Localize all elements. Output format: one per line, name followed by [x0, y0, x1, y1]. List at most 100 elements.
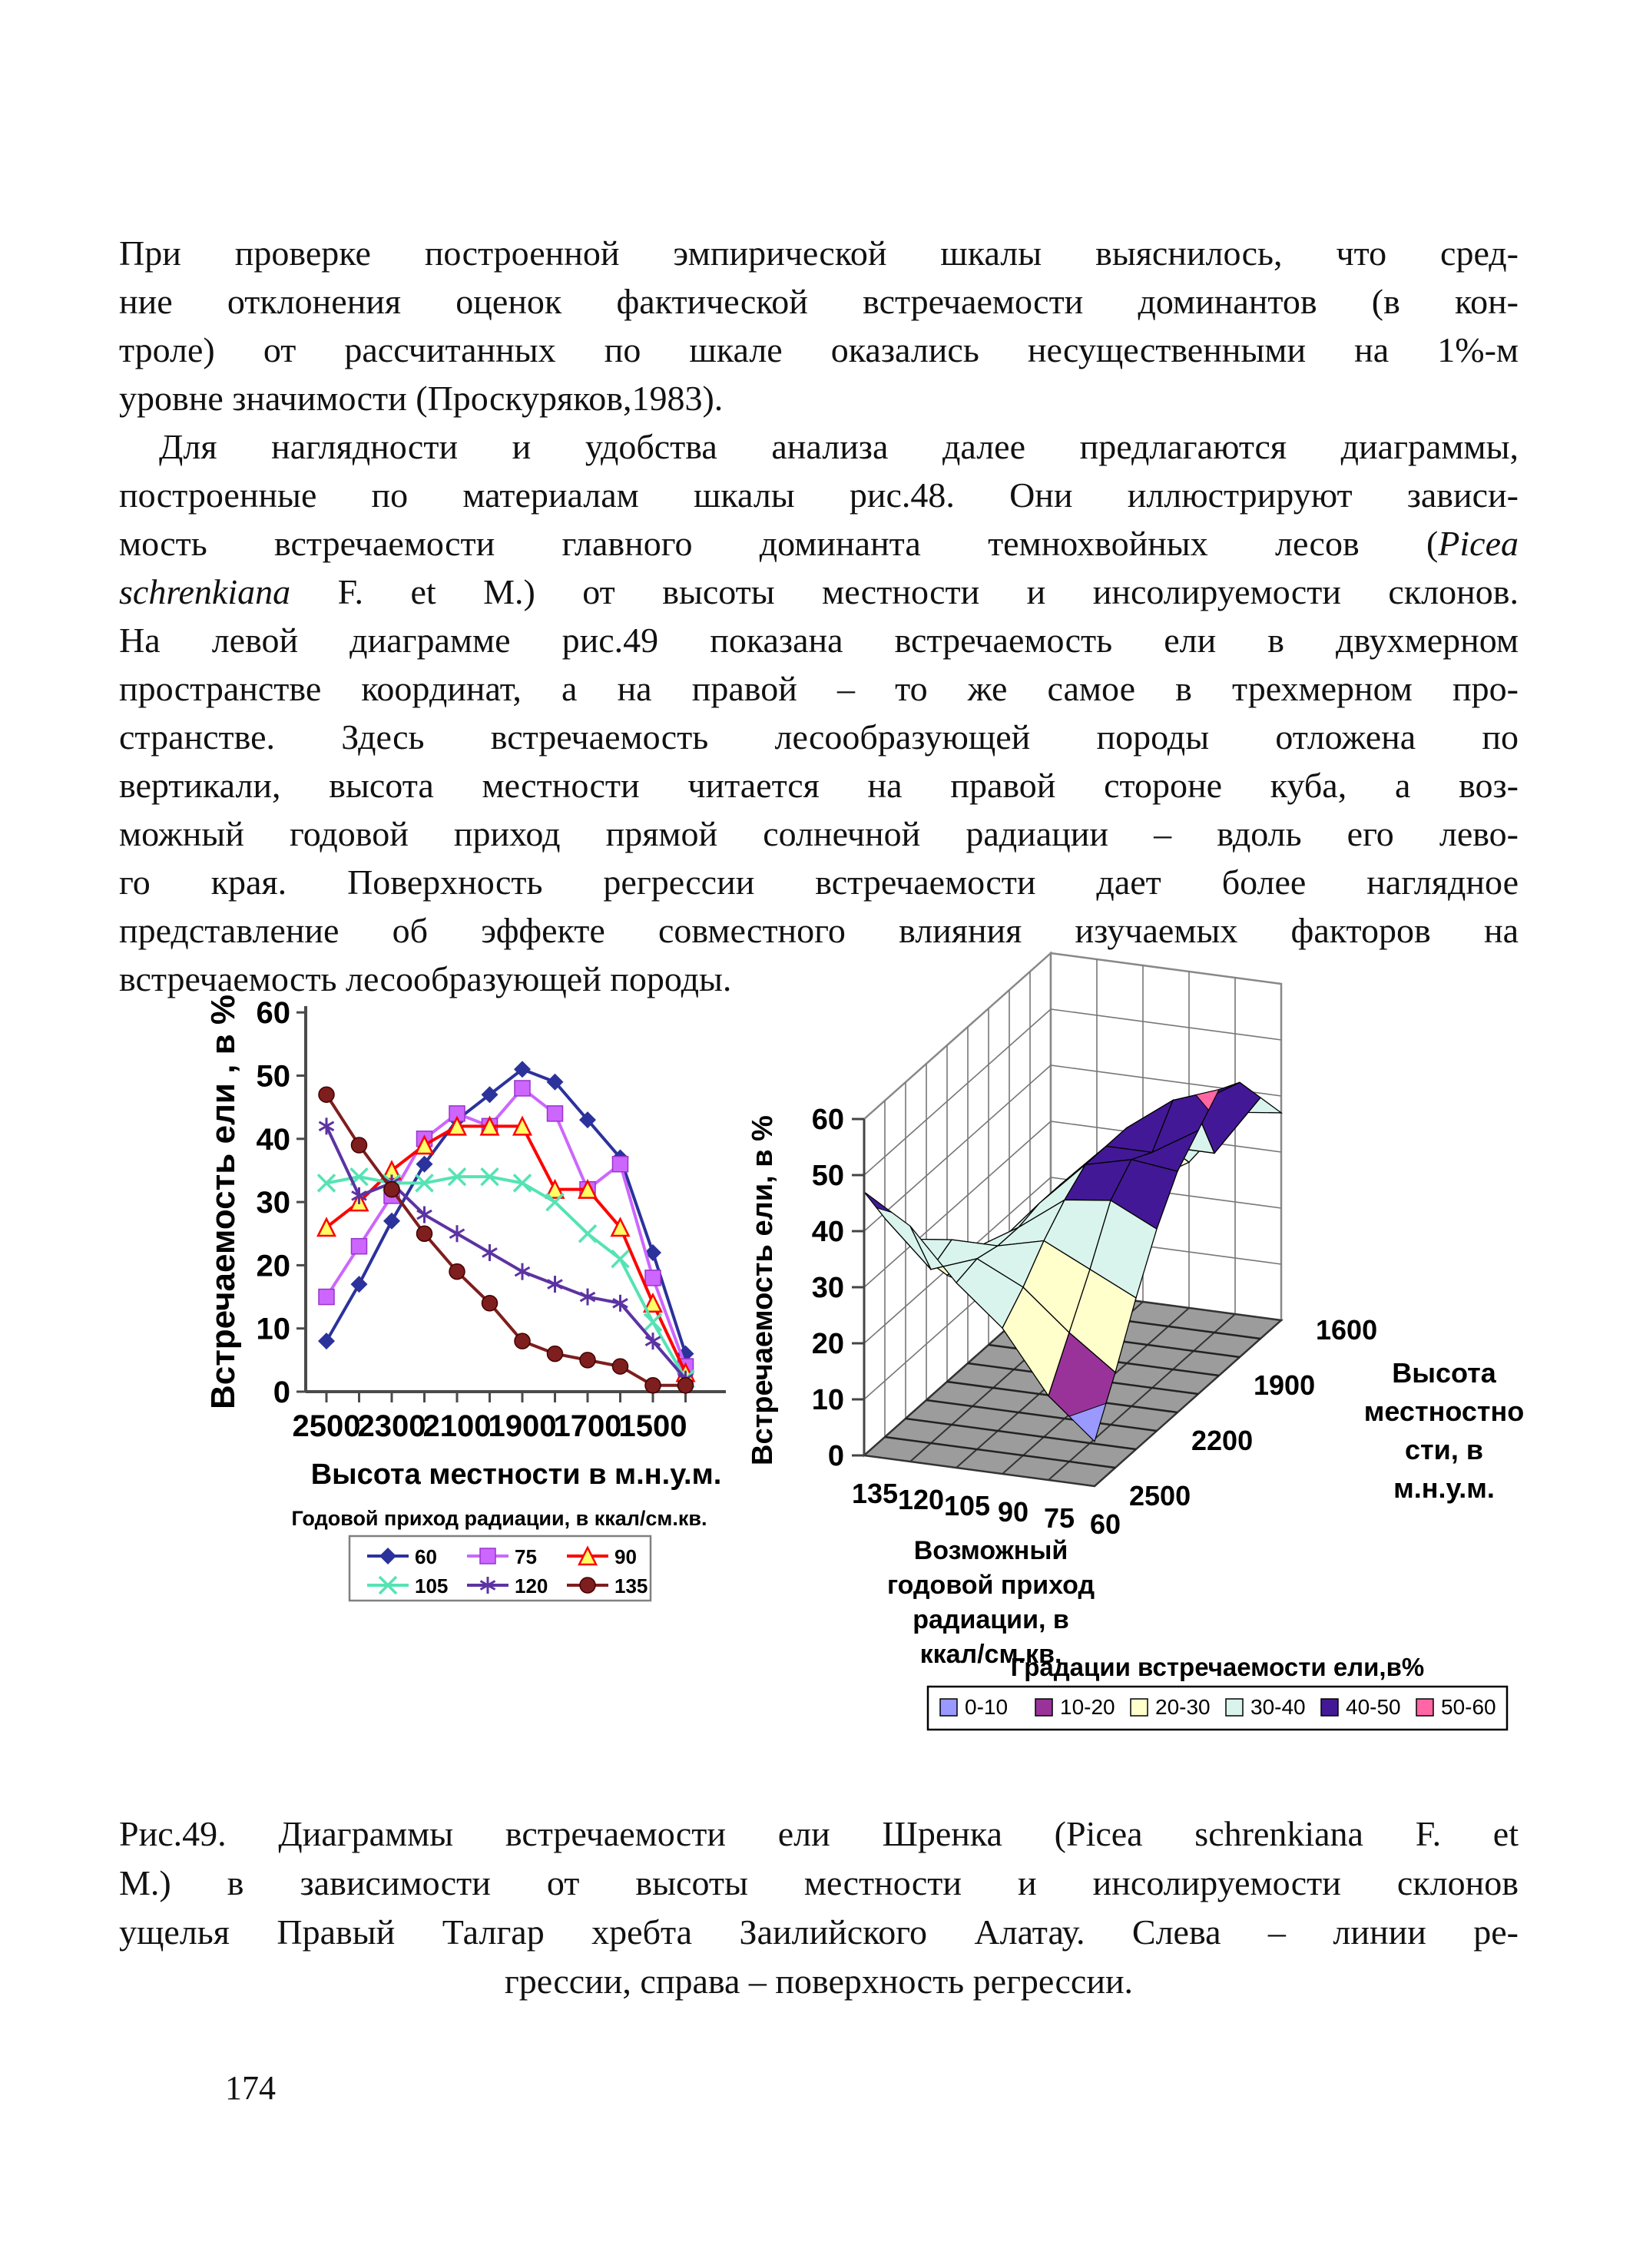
diamond-marker: [318, 1333, 335, 1350]
triangle-marker: [512, 1115, 533, 1136]
body-text: При проверке построенной эмпирической шк…: [119, 229, 1519, 1003]
caption-line: ущелья Правый Талгар хребта Заилийского …: [119, 1912, 1519, 1952]
square-marker: [546, 1105, 564, 1122]
asterisk-marker: [449, 1228, 465, 1240]
x-axis-label: 2500: [293, 1409, 361, 1443]
y-axis-label: 0: [273, 1376, 290, 1409]
square-marker: [318, 1288, 335, 1306]
square-marker: [479, 1548, 496, 1564]
asterisk-marker: [547, 1279, 563, 1290]
body-text-line: уровне значимости (Проскуряков,1983).: [119, 379, 724, 418]
y-axis-label: 20: [257, 1249, 291, 1283]
body-text-line: го края. Поверхность регрессии встречаем…: [119, 863, 1519, 902]
x-marker: [578, 1224, 598, 1243]
legend-box: [348, 1535, 652, 1602]
triangle-marker: [577, 1178, 598, 1199]
triangle-marker: [479, 1115, 500, 1136]
depth-axis-title-line: сти, в: [1405, 1434, 1483, 1465]
x-marker: [316, 1174, 336, 1193]
diamond-marker: [350, 1276, 368, 1293]
circle-marker: [579, 1577, 596, 1594]
legend-box: [926, 1685, 1509, 1731]
legend-entry-120: 120: [467, 1574, 548, 1598]
series-75: [318, 1080, 694, 1375]
diamond-marker: [514, 1061, 531, 1078]
y-axis-label: 30: [257, 1186, 291, 1220]
body-text-line: можный годовой приход прямой солнечной р…: [119, 814, 1519, 853]
x-axis-title-line: годовой приход: [887, 1571, 1095, 1600]
asterisk-marker: [579, 1291, 596, 1303]
legend-label: 0-10: [965, 1695, 1008, 1719]
z-axis-label: 60: [812, 1104, 844, 1136]
series-line: [325, 1067, 687, 1355]
legend-label: 75: [515, 1545, 537, 1568]
triangle-marker: [446, 1115, 468, 1136]
page-number: 174: [225, 2069, 276, 2107]
circle-marker: [449, 1263, 465, 1280]
x-axis-label: 105: [944, 1490, 990, 1521]
body-text-line: мость встречаемости главного доминанта т…: [119, 524, 1519, 563]
legend-label: 105: [415, 1574, 448, 1598]
legend-title: Годовой приход радиации, в ккал/см.кв.: [291, 1507, 707, 1530]
legend-label: 90: [614, 1545, 637, 1568]
y-axis-label: 10: [257, 1313, 291, 1346]
z-axis-label: 40: [812, 1216, 844, 1248]
z-axis-title: Встречаемость ели, в %: [747, 1115, 779, 1465]
body-text-line: Для наглядности и удобства анализа далее…: [159, 427, 1519, 466]
x-axis-label: 2100: [423, 1409, 492, 1443]
legend-swatch: [1130, 1698, 1148, 1717]
asterisk-marker: [612, 1297, 628, 1309]
legend-label: 50-60: [1441, 1695, 1496, 1719]
floor-gridline: [1048, 1313, 1236, 1481]
triangle-marker: [642, 1292, 664, 1313]
depth-axis-title-line: Высота: [1392, 1357, 1496, 1389]
legend-entry-30-40: 30-40: [1225, 1695, 1306, 1719]
body-text-line: пространстве координат, а на правой – то…: [119, 669, 1519, 708]
circle-marker: [383, 1180, 400, 1198]
body-text-line: ние отклонения оценок фактической встреч…: [119, 282, 1519, 321]
legend-entry-0-10: 0-10: [939, 1695, 1008, 1719]
circle-marker: [579, 1352, 596, 1369]
circle-marker: [416, 1225, 433, 1242]
legend-entry-105: 105: [367, 1574, 448, 1598]
diamond-marker: [383, 1212, 400, 1230]
legend-swatch: [1416, 1698, 1434, 1717]
depth-axis-title-line: м.н.у.м.: [1393, 1472, 1495, 1504]
legend-label: 10-20: [1060, 1695, 1115, 1719]
asterisk-marker: [514, 1266, 531, 1277]
depth-axis-title-line: местностно: [1364, 1396, 1524, 1427]
caption-line: Рис.49. Диаграммы встречаемости ели Шрен…: [119, 1814, 1519, 1853]
x-axis-label: 1900: [489, 1409, 557, 1443]
y-axis-label: 50: [257, 1060, 291, 1094]
series-60: [318, 1061, 694, 1362]
legend-entry-135: 135: [567, 1574, 648, 1598]
legend-entry-50-60: 50-60: [1416, 1695, 1496, 1719]
depth-axis-label: 2500: [1129, 1480, 1191, 1511]
triangle-marker: [316, 1217, 337, 1237]
body-text-line: странстве. Здесь встречаемость лесообраз…: [119, 717, 1519, 757]
legend-title: Градации встречаемости ели,в%: [1011, 1653, 1424, 1681]
body-text-line: представление об эффекте совместного вли…: [119, 911, 1519, 950]
body-text-line: построенные по материалам шкалы рис.48. …: [119, 475, 1519, 515]
legend-entry-90: 90: [567, 1545, 637, 1568]
depth-axis-label: 2200: [1191, 1425, 1253, 1456]
x-axis-label: 60: [1090, 1508, 1121, 1540]
triangle-marker: [545, 1178, 565, 1199]
circle-marker: [481, 1295, 499, 1312]
square-marker: [644, 1270, 661, 1286]
legend-swatch: [1225, 1698, 1244, 1717]
x-axis-label: 75: [1044, 1502, 1075, 1534]
y-axis-title: Встречаемость ели , в %: [204, 995, 242, 1409]
caption-line: грессии, справа – поверхность регрессии.: [504, 1962, 1134, 2001]
x-marker: [512, 1174, 532, 1193]
legend-label: 135: [614, 1574, 648, 1598]
diamond-marker: [579, 1111, 596, 1129]
depth-axis-label: 1900: [1254, 1369, 1315, 1401]
asterisk-marker: [479, 1580, 496, 1591]
x-axis-label: 120: [898, 1484, 944, 1515]
floor-gridline: [926, 1399, 1158, 1432]
series-line: [325, 1086, 687, 1367]
series-90: [316, 1115, 696, 1382]
legend-swatch: [1035, 1698, 1053, 1717]
